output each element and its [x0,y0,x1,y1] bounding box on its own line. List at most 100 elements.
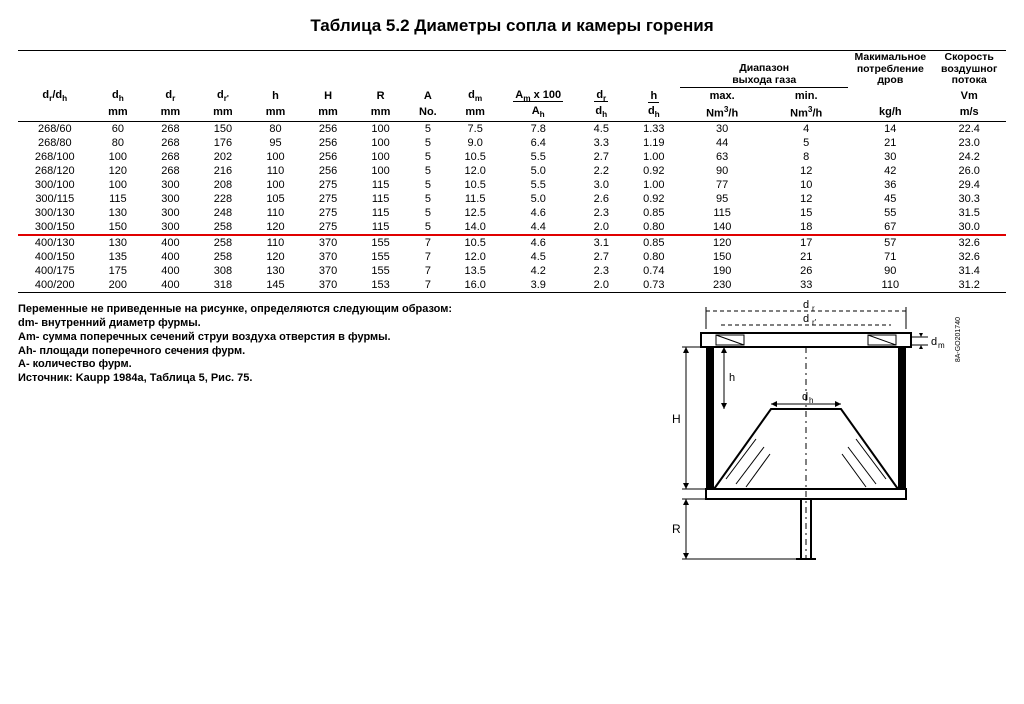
table-cell: 5 [407,122,449,137]
table-cell: 370 [302,264,355,278]
table-cell: 18 [764,220,848,235]
col-unit: Ah [501,104,575,122]
table-cell: 208 [197,178,250,192]
table-cell: 2.2 [575,164,628,178]
table-cell: 14 [848,122,932,137]
col-header: max. [680,88,764,104]
table-cell: 16.0 [449,278,502,293]
note-line: Переменные не приведенные на рисунке, оп… [18,303,452,317]
svg-text:d: d [803,299,809,311]
notes-block: Переменные не приведенные на рисунке, оп… [18,303,452,386]
table-cell: 100 [92,178,145,192]
table-cell: 5.0 [501,192,575,206]
table-cell: 30 [680,122,764,137]
table-cell: 80 [92,136,145,150]
table-cell: 400 [144,278,197,293]
note-line: Источник: Kaupp 1984a, Таблица 5, Рис. 7… [18,372,452,386]
col-unit: No. [407,104,449,122]
table-cell: 150 [197,122,250,137]
col-unit: dh [575,104,628,122]
table-cell: 0.85 [628,235,681,250]
table-cell: 275 [302,178,355,192]
table-cell: 145 [249,278,302,293]
table-cell: 4 [764,122,848,137]
col-header: A [407,88,449,104]
table-cell: 13.5 [449,264,502,278]
table-cell: 3.1 [575,235,628,250]
table-cell: 5 [407,192,449,206]
table-cell: 77 [680,178,764,192]
table-cell: 110 [249,164,302,178]
table-cell: 150 [680,250,764,264]
table-cell: 90 [848,264,932,278]
table-cell: 4.2 [501,264,575,278]
diagram-code: 8A-GO201740 [955,317,962,362]
svg-text:m: m [938,341,945,350]
diagram: 8A-GO201740 d r d r' d m [646,299,966,604]
group-gas-range: Диапазонвыхода газа [680,51,848,88]
table-cell: 248 [197,206,250,220]
table-cell: 60 [92,122,145,137]
table-cell: 268/80 [18,136,92,150]
note-line: Ah- площади поперечного сечения фурм. [18,345,452,359]
table-cell: 115 [354,206,407,220]
table-row: 300/100100300208100275115510.55.53.01.00… [18,178,1006,192]
table-cell: 400/130 [18,235,92,250]
table-cell: 24.2 [932,150,1006,164]
table-cell: 0.73 [628,278,681,293]
table-cell: 256 [302,122,355,137]
table-cell: 155 [354,264,407,278]
col-header: h [249,88,302,104]
table-cell: 105 [249,192,302,206]
table-cell: 42 [848,164,932,178]
table-cell: 7.8 [501,122,575,137]
table-cell: 90 [680,164,764,178]
table-cell: 1.00 [628,150,681,164]
table-cell: 10 [764,178,848,192]
table-cell: 5 [407,178,449,192]
table-cell: 300 [144,178,197,192]
table-cell: 130 [92,206,145,220]
table-cell: 12 [764,192,848,206]
table-cell: 5 [407,206,449,220]
table-cell: 1.19 [628,136,681,150]
table-cell: 5 [407,220,449,235]
note-line: Am- сумма поперечных сечений струи возду… [18,331,452,345]
table-cell: 17 [764,235,848,250]
table-cell: 100 [249,178,302,192]
table-cell: 200 [92,278,145,293]
table-cell: 2.3 [575,206,628,220]
col-header: dh [92,88,145,104]
table-cell: 44 [680,136,764,150]
svg-text:r': r' [812,318,817,327]
table-cell: 275 [302,220,355,235]
table-cell: 0.80 [628,250,681,264]
table-cell: 300 [144,206,197,220]
table-cell: 268 [144,122,197,137]
table-cell: 31.4 [932,264,1006,278]
table-cell: 67 [848,220,932,235]
table-cell: 63 [680,150,764,164]
data-table: Диапазонвыхода газаМакимальноепотреблени… [18,50,1006,293]
table-cell: 0.80 [628,220,681,235]
note-line: A- количество фурм. [18,358,452,372]
table-cell: 5.0 [501,164,575,178]
col-header: dr/dh [18,88,92,104]
table-cell: 256 [302,164,355,178]
table-cell: 115 [92,192,145,206]
table-cell: 100 [92,150,145,164]
table-cell: 0.74 [628,264,681,278]
col-header: dm [449,88,502,104]
table-cell: 30 [848,150,932,164]
table-cell: 14.0 [449,220,502,235]
col-unit: mm [449,104,502,122]
table-cell: 120 [680,235,764,250]
table-cell: 2.7 [575,150,628,164]
svg-text:d: d [803,313,809,325]
table-cell: 32.6 [932,250,1006,264]
table-cell: 155 [354,235,407,250]
col-header: Am x 100 [501,88,575,104]
table-row: 400/200200400318145370153716.03.92.00.73… [18,278,1006,293]
table-cell: 258 [197,220,250,235]
table-cell: 0.92 [628,192,681,206]
